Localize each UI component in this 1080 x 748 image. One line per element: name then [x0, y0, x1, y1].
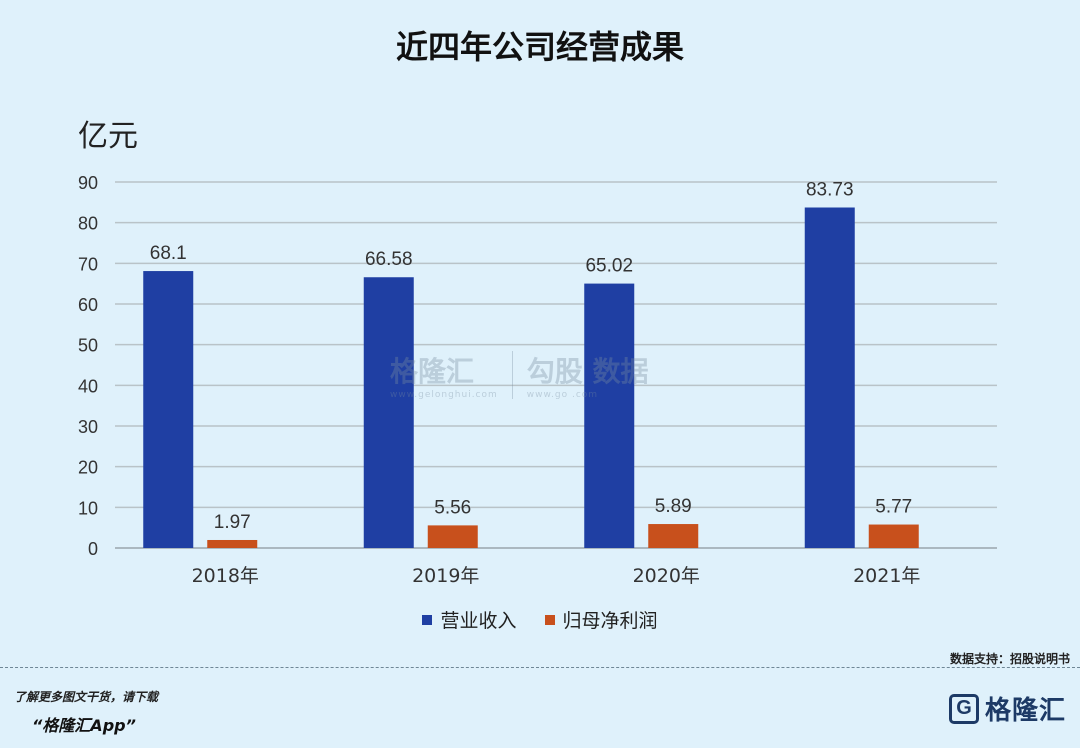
- watermark-right-url: www.go .com: [526, 390, 599, 400]
- data-label-net-profit: 1.97: [214, 512, 251, 533]
- x-tick-label: 2019年: [412, 565, 479, 587]
- watermark-divider: [511, 351, 513, 399]
- data-label-revenue: 68.1: [150, 243, 187, 264]
- promo-app-name: “格隆汇App”: [32, 716, 136, 735]
- x-tick-label: 2018年: [192, 565, 259, 587]
- data-label-revenue: 66.58: [365, 249, 413, 270]
- legend-item-revenue: 营业收入: [422, 606, 517, 633]
- y-tick-label: 50: [78, 336, 98, 356]
- legend-label-revenue: 营业收入: [440, 610, 517, 632]
- bar-net-profit: [427, 525, 478, 548]
- y-axis-label: 亿元: [78, 119, 138, 154]
- bar-revenue: [584, 283, 635, 548]
- watermark: 格隆汇 www.gelonghui.com 勾股 数据 www.go .com: [390, 350, 649, 400]
- legend-swatch-revenue: [422, 614, 433, 625]
- bar-revenue: [363, 277, 414, 548]
- bar-chart: 亿元 0 10 20 30 40 50 60 70 80 90 2018年 68.1 1.97 2019年 6…: [78, 119, 997, 587]
- brand-logo: G 格隆汇: [948, 690, 1066, 727]
- legend-swatch-net-profit: [544, 614, 555, 625]
- watermark-left-url: www.gelonghui.com: [390, 390, 498, 400]
- data-label-net-profit: 5.56: [434, 497, 471, 518]
- y-tick-label: 40: [78, 376, 98, 396]
- data-label-revenue: 65.02: [585, 256, 633, 277]
- bar-revenue: [804, 207, 855, 549]
- y-tick-label: 0: [88, 539, 98, 559]
- bar-revenue: [143, 271, 194, 548]
- data-label-net-profit: 5.77: [875, 497, 912, 518]
- promo-text: 了解更多图文干货，请下载: [14, 690, 159, 704]
- y-tick-label: 10: [78, 498, 98, 518]
- chart-legend: 营业收入 归母净利润: [0, 606, 1080, 633]
- legend-label-net-profit: 归母净利润: [562, 610, 658, 632]
- footer-divider: [0, 667, 1080, 668]
- y-tick-label: 30: [78, 417, 98, 437]
- data-source-note: 数据支持：招股说明书: [949, 652, 1070, 666]
- x-tick-label: 2020年: [633, 565, 700, 587]
- y-tick-label: 60: [78, 295, 98, 315]
- x-tick-label: 2021年: [853, 565, 920, 587]
- y-tick-label: 70: [78, 254, 98, 274]
- legend-item-net-profit: 归母净利润: [544, 606, 658, 633]
- watermark-right-name: 勾股 数据: [526, 355, 649, 388]
- data-label-revenue: 83.73: [806, 179, 854, 200]
- bar-net-profit: [868, 524, 919, 548]
- data-label-net-profit: 5.89: [655, 496, 692, 517]
- y-tick-label: 90: [78, 173, 98, 193]
- y-tick-label: 80: [78, 214, 98, 234]
- chart-title: 近四年公司经营成果: [395, 28, 684, 66]
- watermark-left-name: 格隆汇: [390, 355, 475, 388]
- bar-net-profit: [207, 539, 258, 548]
- bar-net-profit: [648, 524, 699, 548]
- y-tick-label: 20: [78, 458, 98, 478]
- logo-text: 格隆汇: [984, 696, 1066, 726]
- logo-icon: G: [948, 693, 979, 724]
